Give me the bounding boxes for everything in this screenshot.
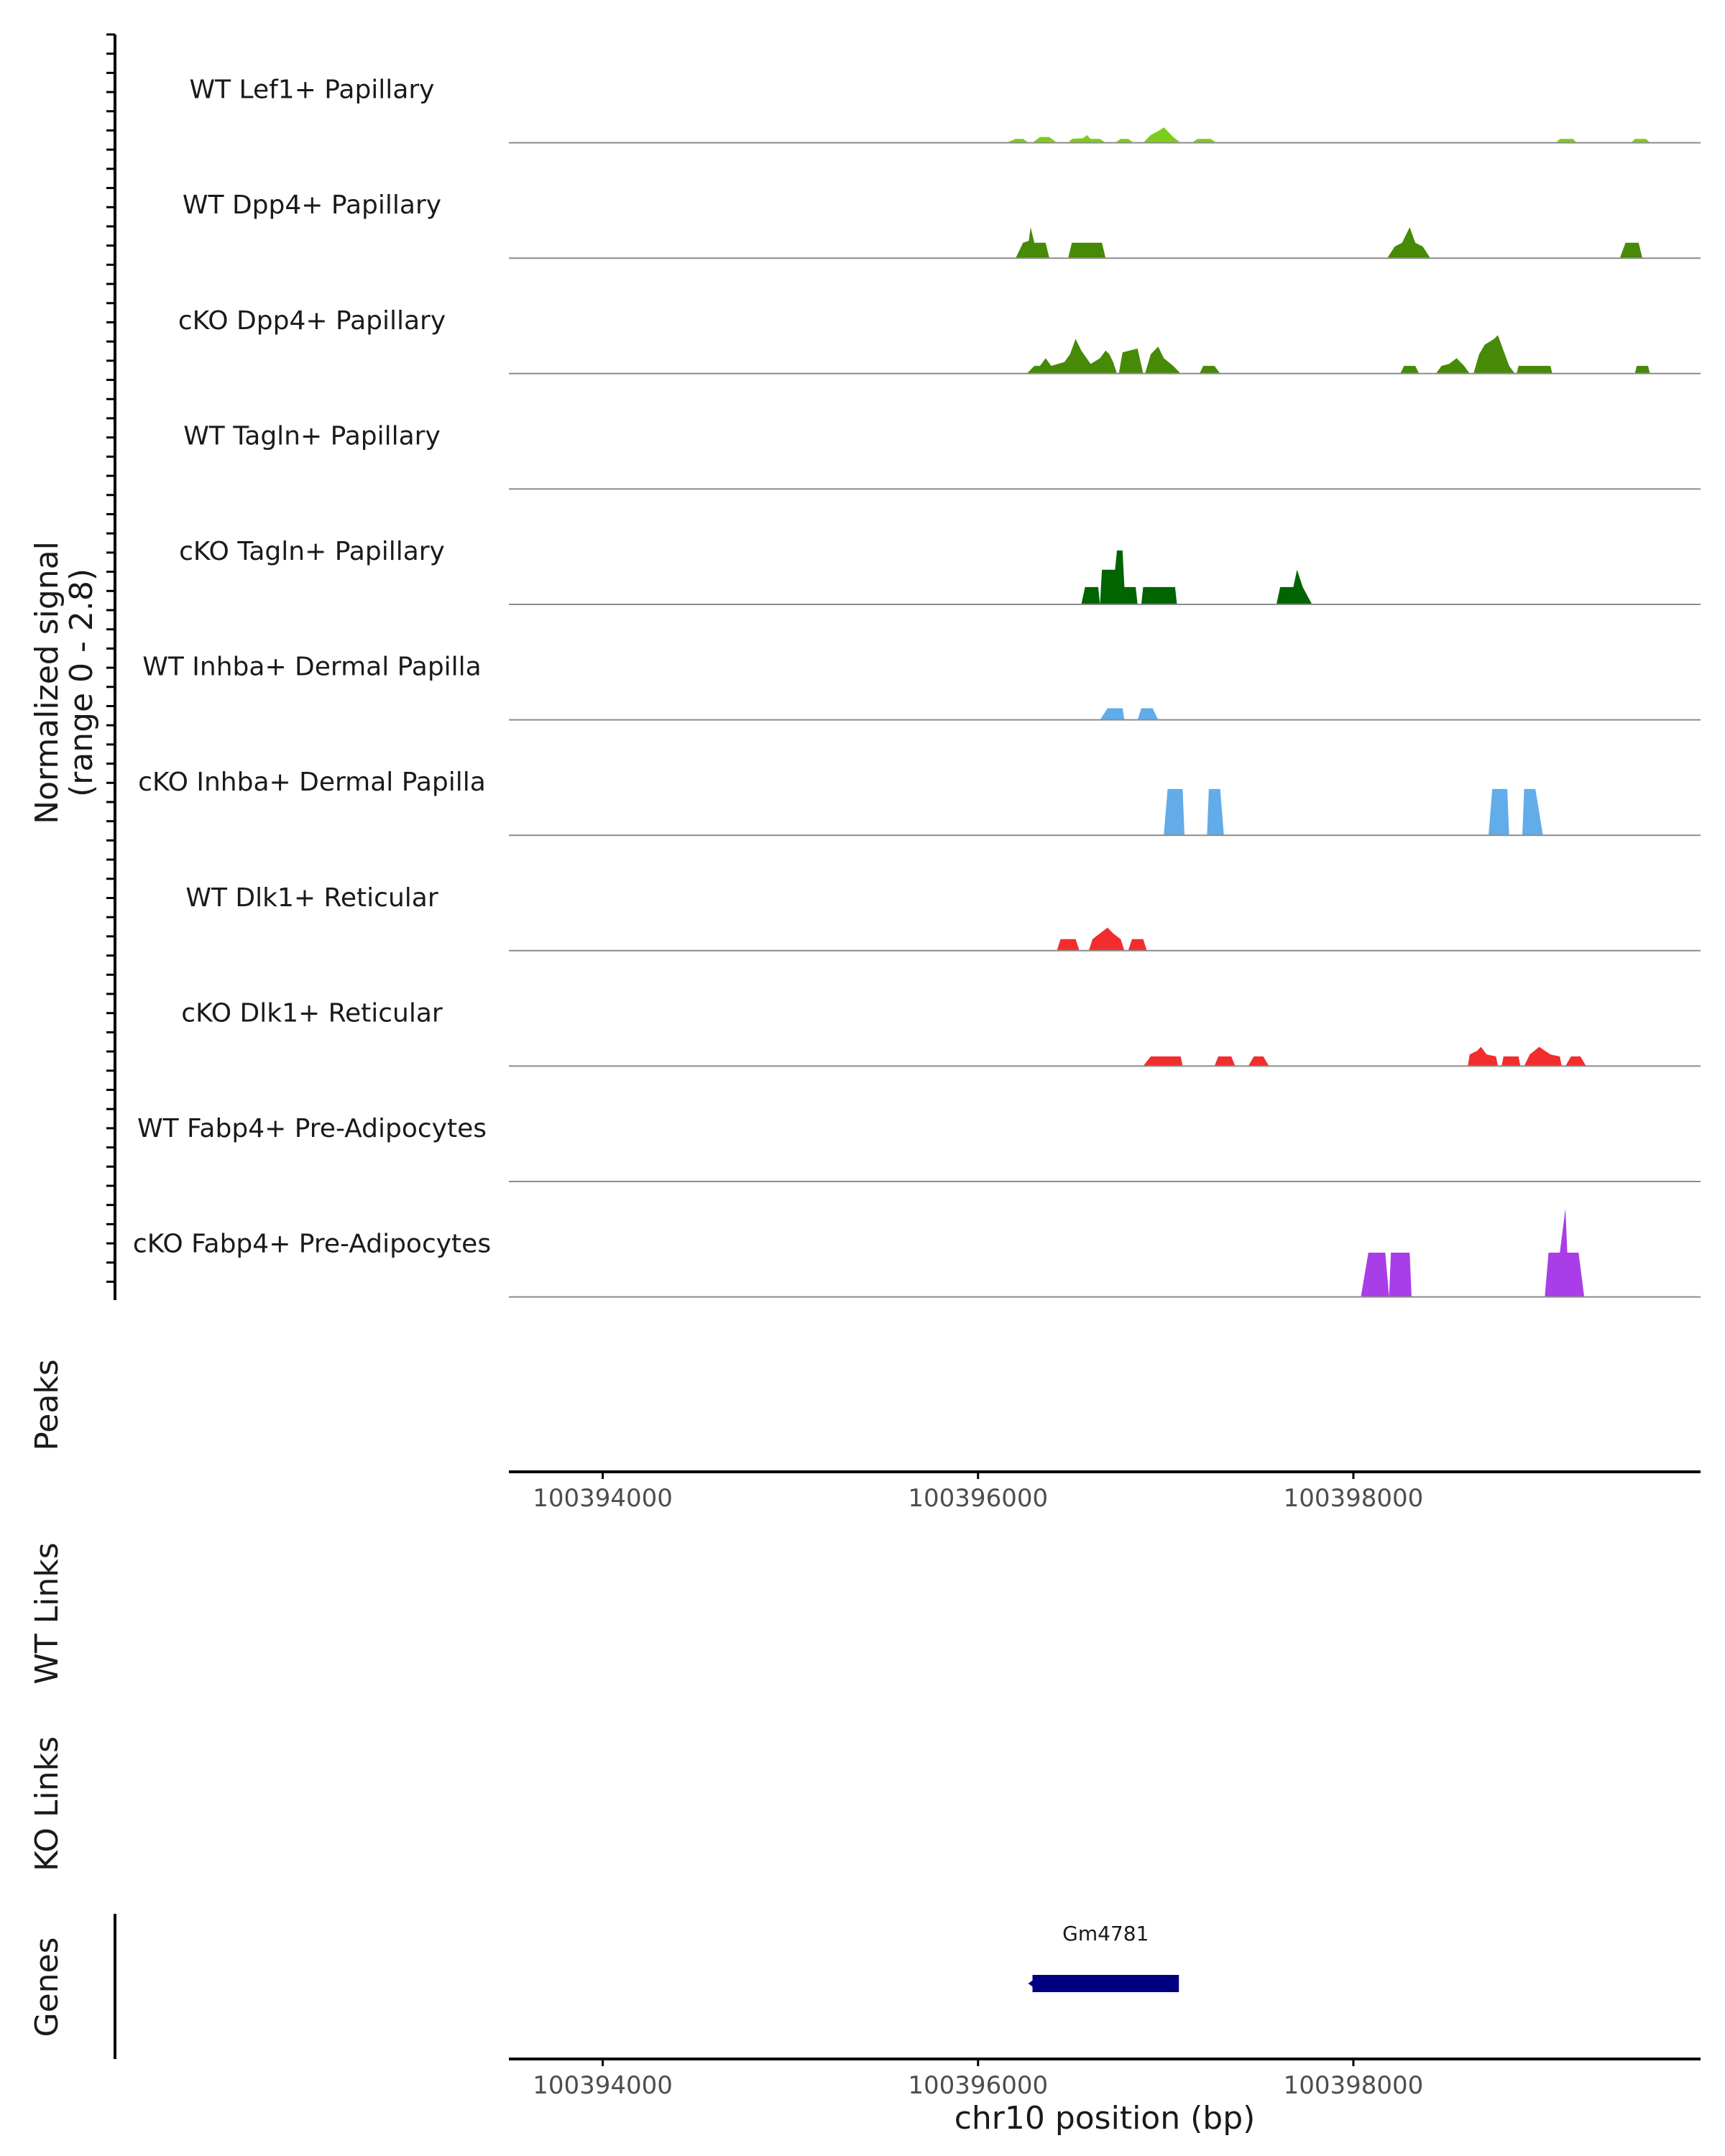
x-tick-label: 100398000 xyxy=(1284,2071,1424,2100)
signal-peak xyxy=(1619,242,1643,259)
signal-peak xyxy=(1068,134,1106,143)
track-label: WT Lef1+ Papillary xyxy=(190,75,435,105)
x-axis-label: chr10 position (bp) xyxy=(954,2100,1256,2137)
signal-peak xyxy=(1400,366,1420,374)
signal-peak xyxy=(1115,139,1134,143)
gene-track: Gm4781 xyxy=(1028,1922,1179,1992)
track-7: cKO Inhba+ Dermal Papilla xyxy=(138,768,1701,837)
gene-body xyxy=(1032,1975,1179,1992)
track-1: WT Lef1+ Papillary xyxy=(190,75,1701,144)
track-4: WT Tagln+ Papillary xyxy=(183,421,1701,490)
signal-peak xyxy=(1522,788,1543,836)
signal-peak xyxy=(1501,1056,1521,1067)
signal-peak xyxy=(1026,338,1117,374)
ko-links-label: KO Links xyxy=(29,1736,65,1871)
track-label: cKO Fabp4+ Pre-Adipocytes xyxy=(133,1230,491,1259)
signal-peak xyxy=(1468,1046,1498,1067)
signal-peak xyxy=(1199,366,1220,374)
track-label: WT Dpp4+ Papillary xyxy=(183,190,441,220)
gene-strand-arrow xyxy=(1028,1976,1039,1991)
y-axis-ticks xyxy=(106,33,115,1283)
signal-peak xyxy=(1137,708,1159,720)
signal-peak xyxy=(1032,137,1057,143)
track-9: cKO Dlk1+ Reticular xyxy=(181,998,1701,1067)
wt-links-label: WT Links xyxy=(29,1542,65,1684)
signal-peak xyxy=(1545,1208,1585,1297)
x-tick-label: 100394000 xyxy=(533,2071,673,2100)
signal-peak xyxy=(1081,586,1100,604)
track-label: WT Tagln+ Papillary xyxy=(183,421,441,451)
signal-peak xyxy=(1143,1056,1183,1067)
gene-name: Gm4781 xyxy=(1062,1922,1149,1945)
signal-peak xyxy=(1389,1253,1412,1297)
signal-peak xyxy=(1068,242,1106,259)
signal-peak xyxy=(1006,139,1029,143)
track-label: cKO Inhba+ Dermal Papilla xyxy=(138,768,486,797)
signal-peak xyxy=(1489,788,1509,836)
signal-peak xyxy=(1128,939,1147,951)
signal-peak xyxy=(1192,139,1217,143)
signal-peak xyxy=(1361,1253,1389,1297)
signal-peak xyxy=(1100,550,1138,604)
peaks-label: Peaks xyxy=(29,1359,65,1450)
track-label: WT Inhba+ Dermal Papilla xyxy=(142,653,481,682)
signal-peak xyxy=(1207,788,1224,836)
signal-peak xyxy=(1517,366,1552,374)
signal-peak xyxy=(1100,708,1125,720)
signal-peak xyxy=(1057,939,1080,951)
track-10: WT Fabp4+ Pre-Adipocytes xyxy=(137,1114,1701,1182)
track-label: cKO Dlk1+ Reticular xyxy=(181,998,443,1028)
track-label: cKO Dpp4+ Papillary xyxy=(178,306,446,336)
signal-peak xyxy=(1276,569,1312,604)
track-11: cKO Fabp4+ Pre-Adipocytes xyxy=(133,1208,1701,1298)
signal-peak xyxy=(1473,335,1515,374)
track-label: WT Dlk1+ Reticular xyxy=(185,883,438,913)
signal-tracks: WT Lef1+ Papillary WT Dpp4+ Papillary cKO … xyxy=(133,75,1701,1298)
track-8: WT Dlk1+ Reticular xyxy=(185,883,1701,952)
signal-peak xyxy=(1631,139,1650,143)
genes-x-axis-ticks: 100394000 100396000 100398000 xyxy=(533,2059,1423,2100)
signal-peak xyxy=(1565,1056,1586,1067)
track-label: cKO Tagln+ Papillary xyxy=(179,537,445,566)
signal-peak xyxy=(1214,1056,1236,1067)
y-axis-label-line1: Normalized signal xyxy=(29,541,65,824)
x-tick-label: 100398000 xyxy=(1284,1484,1424,1513)
signal-peak xyxy=(1118,349,1144,374)
track-6: WT Inhba+ Dermal Papilla xyxy=(142,653,1701,721)
signal-peak xyxy=(1524,1046,1562,1067)
signal-peak xyxy=(1016,227,1049,259)
y-axis-label-line2: (range 0 - 2.8) xyxy=(63,568,100,797)
signal-peak xyxy=(1435,358,1470,374)
x-tick-label: 100396000 xyxy=(908,1484,1048,1513)
track-2: WT Dpp4+ Papillary xyxy=(183,190,1701,259)
peaks-x-axis-ticks: 100394000 100396000 100398000 xyxy=(533,1472,1423,1513)
signal-peak xyxy=(1387,227,1430,259)
x-tick-label: 100394000 xyxy=(533,1484,673,1513)
signal-peak xyxy=(1248,1056,1269,1067)
signal-peak xyxy=(1141,586,1177,604)
signal-peak xyxy=(1145,346,1181,374)
track-3: cKO Dpp4+ Papillary xyxy=(178,306,1701,374)
x-tick-label: 100396000 xyxy=(908,2071,1048,2100)
signal-peak xyxy=(1088,927,1125,951)
genes-label: Genes xyxy=(29,1937,65,2037)
track-label: WT Fabp4+ Pre-Adipocytes xyxy=(137,1114,487,1143)
signal-peak xyxy=(1164,788,1184,836)
signal-peak xyxy=(1556,139,1577,143)
signal-peak xyxy=(1634,366,1650,374)
signal-peak xyxy=(1143,127,1181,143)
track-5: cKO Tagln+ Papillary xyxy=(179,537,1701,605)
